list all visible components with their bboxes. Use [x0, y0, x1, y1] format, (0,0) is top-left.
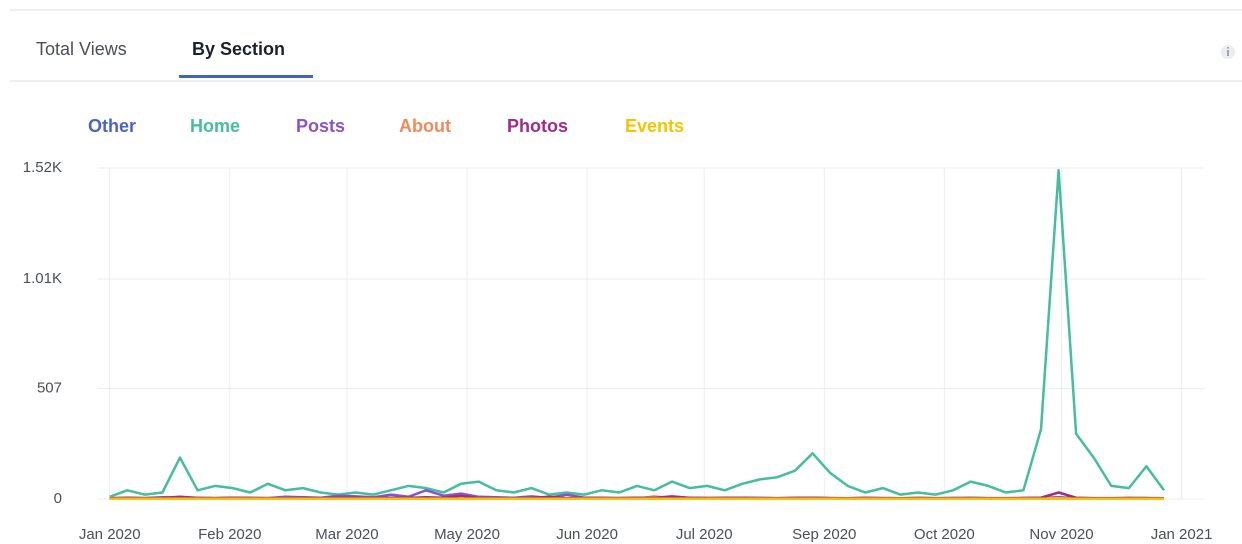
legend-item[interactable]: Photos: [507, 116, 568, 136]
tab-underline: [179, 75, 313, 78]
y-tick-label: 1.01K: [23, 270, 62, 287]
x-tick-label: Jan 2021: [1151, 526, 1213, 543]
x-tick-label: Jul 2020: [676, 526, 733, 543]
x-tick-label: Sep 2020: [792, 526, 856, 543]
legend-item[interactable]: Events: [625, 116, 684, 136]
legend-item[interactable]: Home: [190, 116, 240, 136]
x-tick-label: Nov 2020: [1029, 526, 1093, 543]
info-icon[interactable]: [1221, 45, 1235, 59]
x-tick-label: Jan 2020: [79, 526, 141, 543]
x-tick-label: Jun 2020: [556, 526, 618, 543]
tab[interactable]: Total Views: [36, 39, 127, 59]
x-tick-label: Oct 2020: [914, 526, 975, 543]
legend-item[interactable]: Posts: [296, 116, 345, 136]
tab-active[interactable]: By Section: [192, 39, 285, 59]
legend-item[interactable]: About: [399, 116, 451, 136]
series-line: [109, 168, 1166, 498]
y-tick-label: 1.52K: [23, 159, 62, 176]
y-tick-label: 507: [37, 380, 62, 397]
legend-item[interactable]: Other: [88, 116, 136, 136]
x-tick-label: Feb 2020: [198, 526, 261, 543]
y-tick-label: 0: [54, 490, 62, 507]
x-tick-label: Mar 2020: [315, 526, 378, 543]
x-tick-label: May 2020: [434, 526, 500, 543]
